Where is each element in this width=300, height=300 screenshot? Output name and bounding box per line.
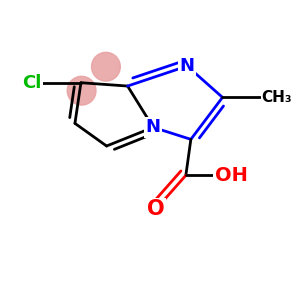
Text: CH₃: CH₃ (261, 90, 292, 105)
Circle shape (92, 52, 120, 81)
Circle shape (67, 76, 96, 105)
Text: Cl: Cl (22, 74, 41, 92)
Text: OH: OH (215, 166, 248, 185)
Text: N: N (146, 118, 161, 136)
Text: N: N (180, 57, 195, 75)
Text: O: O (147, 199, 165, 219)
